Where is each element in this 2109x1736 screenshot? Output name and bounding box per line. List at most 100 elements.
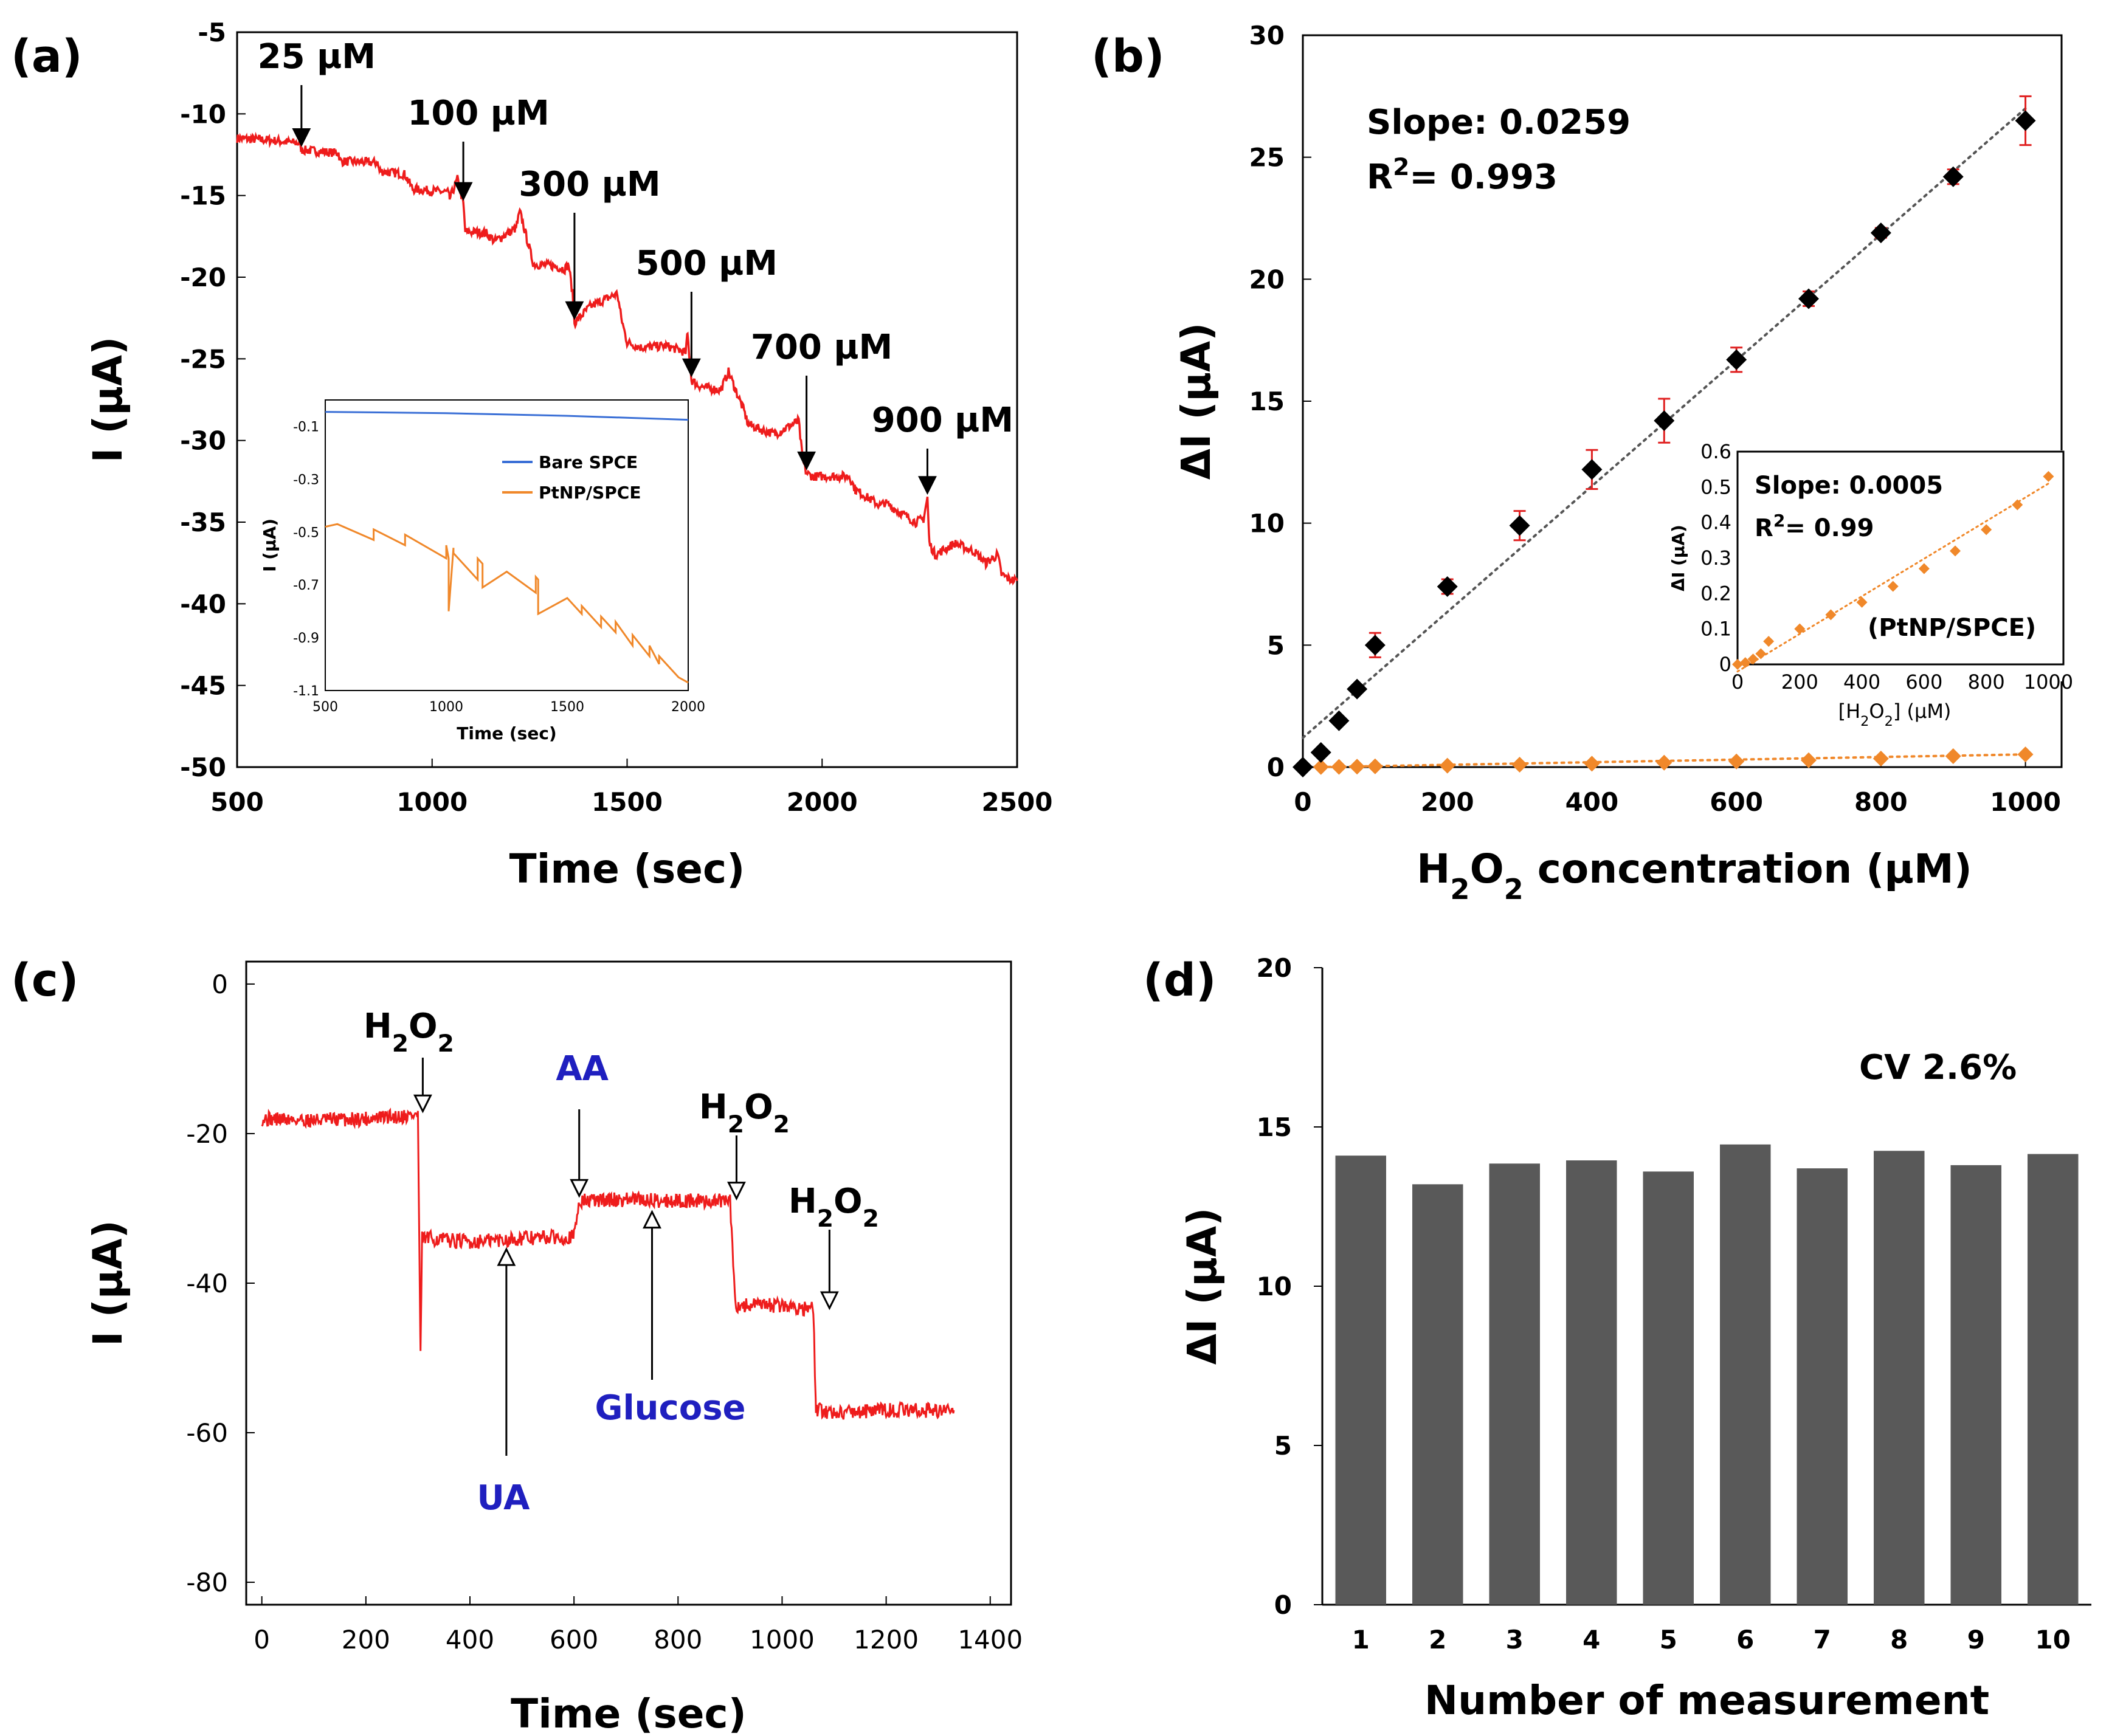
panel-b-xlabel-part: 2 [1504, 873, 1524, 906]
panel-a-ytick-label: -35 [180, 508, 226, 537]
panel-b-point [1347, 678, 1368, 700]
panel-c-xtick-label: 1000 [750, 1625, 815, 1655]
panel-b-label: (b) [1091, 30, 1165, 83]
panel-c-xtick-label: 400 [446, 1625, 494, 1655]
panel-b-inset-xlabel-part: ] (µM) [1893, 700, 1952, 723]
panel-d-bar [1566, 1160, 1617, 1605]
panel-a-inset-ytick-label: -0.3 [293, 472, 319, 487]
panel-b-inset-ytick-label: 0.5 [1700, 475, 1731, 498]
panel-a-ytick-label: -45 [180, 671, 226, 701]
panel-b-inset-point [2012, 499, 2023, 511]
panel-b-inset-r2-label-part: = 0.99 [1785, 514, 1874, 542]
panel-b-r2-label: R2= 0.993 [1367, 154, 1558, 198]
panel-b-inset-point [1981, 524, 1992, 536]
panel-b-inset-xtick-label: 400 [1843, 670, 1880, 694]
panel-b-inset-ytick-label: 0.4 [1700, 511, 1731, 534]
panel-d-bar [1489, 1163, 1540, 1605]
panel-c-ytick-label: -40 [186, 1269, 228, 1298]
panel-c-annotation: H2O2 [789, 1182, 879, 1233]
panel-a-ytick-label: -40 [180, 589, 226, 619]
panel-b-orange-point [1313, 759, 1329, 775]
panel-b-orange-point [1728, 753, 1745, 770]
panel-d-ytick-label: 20 [1257, 953, 1292, 983]
panel-d-xtick-label: 2 [1429, 1625, 1446, 1655]
panel-b-r2-label-part: = 0.993 [1409, 157, 1558, 197]
panel-b-inset-xtick-label: 0 [1731, 670, 1744, 694]
panel-a-ytick-label: -5 [198, 18, 226, 47]
panel-c-annotation: H2O2 [364, 1007, 454, 1058]
panel-b-inset-xlabel-part: O [1869, 700, 1884, 723]
panel-c-annotation: H2O2 [699, 1087, 790, 1138]
panel-b-inset-ylabel: ΔI (µA) [1668, 525, 1688, 591]
panel-c-arrow [727, 1135, 746, 1201]
panel-b-orange-point [1439, 757, 1455, 774]
panel-a-arrow [292, 85, 311, 147]
panel-c-annotation-part: O [409, 1007, 438, 1046]
panel-b-ytick-label: 25 [1249, 143, 1285, 173]
panel-a-arrow [797, 376, 816, 470]
panel-d-bar [1797, 1168, 1848, 1605]
panel-b-inset-r2-label-part: R [1755, 514, 1773, 542]
panel-c-annotation-part: H [789, 1182, 817, 1221]
panel-b-inset-ytick-label: 0.1 [1700, 618, 1731, 641]
panel-a-annotation: 500 µM [636, 244, 778, 283]
panel-b-ytick-label: 5 [1267, 630, 1285, 660]
panel-a-ytick-label: -10 [180, 99, 226, 129]
panel-b-inset-series-label: (PtNP/SPCE) [1868, 614, 2036, 642]
panel-c-xtick-label: 200 [342, 1625, 390, 1655]
panel-a-inset-xlabel: Time (sec) [457, 723, 556, 743]
panel-b-inset-ytick-label: 0.2 [1700, 582, 1731, 605]
panel-a-xlabel: Time (sec) [509, 846, 745, 892]
panel-b-xtick-label: 600 [1710, 787, 1763, 817]
panel-a-arrow-head [682, 358, 701, 377]
panel-b-inset-xlabel-part: [H [1838, 700, 1861, 723]
panel-c-arrow-head [497, 1247, 516, 1266]
panel-b-inset-xlabel: [H2O2] (µM) [1838, 700, 1952, 729]
panel-d-ytick-label: 15 [1257, 1112, 1292, 1142]
panel-a-xtick-label: 2000 [787, 787, 858, 817]
panel-b-inset-point [1918, 563, 1930, 574]
panel-a-inset-legend-label: Bare SPCE [539, 452, 638, 472]
panel-b-orange-point [1331, 759, 1347, 775]
panel-a-inset-ytick-label: -1.1 [293, 684, 319, 699]
panel-a-inset-legend-label: PtNP/SPCE [539, 483, 641, 503]
panel-b-inset-r2-label-part: 2 [1773, 511, 1785, 531]
panel-d: (d) 0 5 10 15 20 1 2 3 4 5 6 7 8 9 10 CV 2.6% Number of m… [1143, 953, 2091, 1724]
panel-a-ytick-label: -25 [180, 344, 226, 374]
panel-d-ytick-label: 0 [1274, 1590, 1292, 1620]
panel-c-annotation-part: O [834, 1182, 863, 1221]
panel-b-point [1509, 515, 1530, 536]
panel-b-r2-label-part: 2 [1393, 154, 1409, 181]
panel-a-xtick-label: 1000 [396, 787, 468, 817]
panel-b-orange-point [1511, 756, 1528, 773]
panel-b-inset-point [1794, 623, 1806, 635]
panel-c-annotation-part: H [699, 1087, 728, 1127]
panel-d-bar [1874, 1151, 1925, 1605]
panel-c-ytick-label: -80 [186, 1568, 228, 1597]
panel-b-xtick-label: 200 [1421, 787, 1474, 817]
panel-b-point [1581, 459, 1603, 480]
panel-d-ytick-label: 10 [1257, 1272, 1292, 1301]
panel-b-inset-point [1856, 596, 1868, 608]
panel-b-ytick-label: 20 [1249, 264, 1285, 294]
panel-a-arrow [918, 449, 937, 495]
panel-a-label: (a) [11, 30, 83, 83]
panel-a-inset: 500 1000 1500 2000 -0.1 -0.3 -0.5 -0.7 -0.9 -1.1 T… [260, 399, 705, 743]
panel-c-annotation-part: H [364, 1007, 392, 1046]
panel-d-xtick-label: 9 [1967, 1625, 1985, 1655]
panel-b-inset-point [1739, 657, 1751, 669]
panel-b-inset-xlabel-part: 2 [1885, 714, 1893, 729]
panel-b-ytick-label: 15 [1249, 387, 1285, 416]
panel-c-annotation: UA [477, 1478, 530, 1518]
panel-b-point [1870, 222, 1891, 244]
panel-a-arrow-head [565, 301, 584, 320]
panel-a-annotation: 300 µM [519, 165, 660, 204]
panel-b-point [1293, 757, 1313, 777]
panel-b-orange-fit-line [1319, 753, 2027, 768]
panel-b-inset-r2-label: R2= 0.99 [1755, 511, 1874, 543]
panel-c-arrow-head [643, 1210, 661, 1229]
panel-a-inset-xtick-label: 500 [312, 700, 338, 715]
panel-d-xtick-label: 3 [1506, 1625, 1524, 1655]
